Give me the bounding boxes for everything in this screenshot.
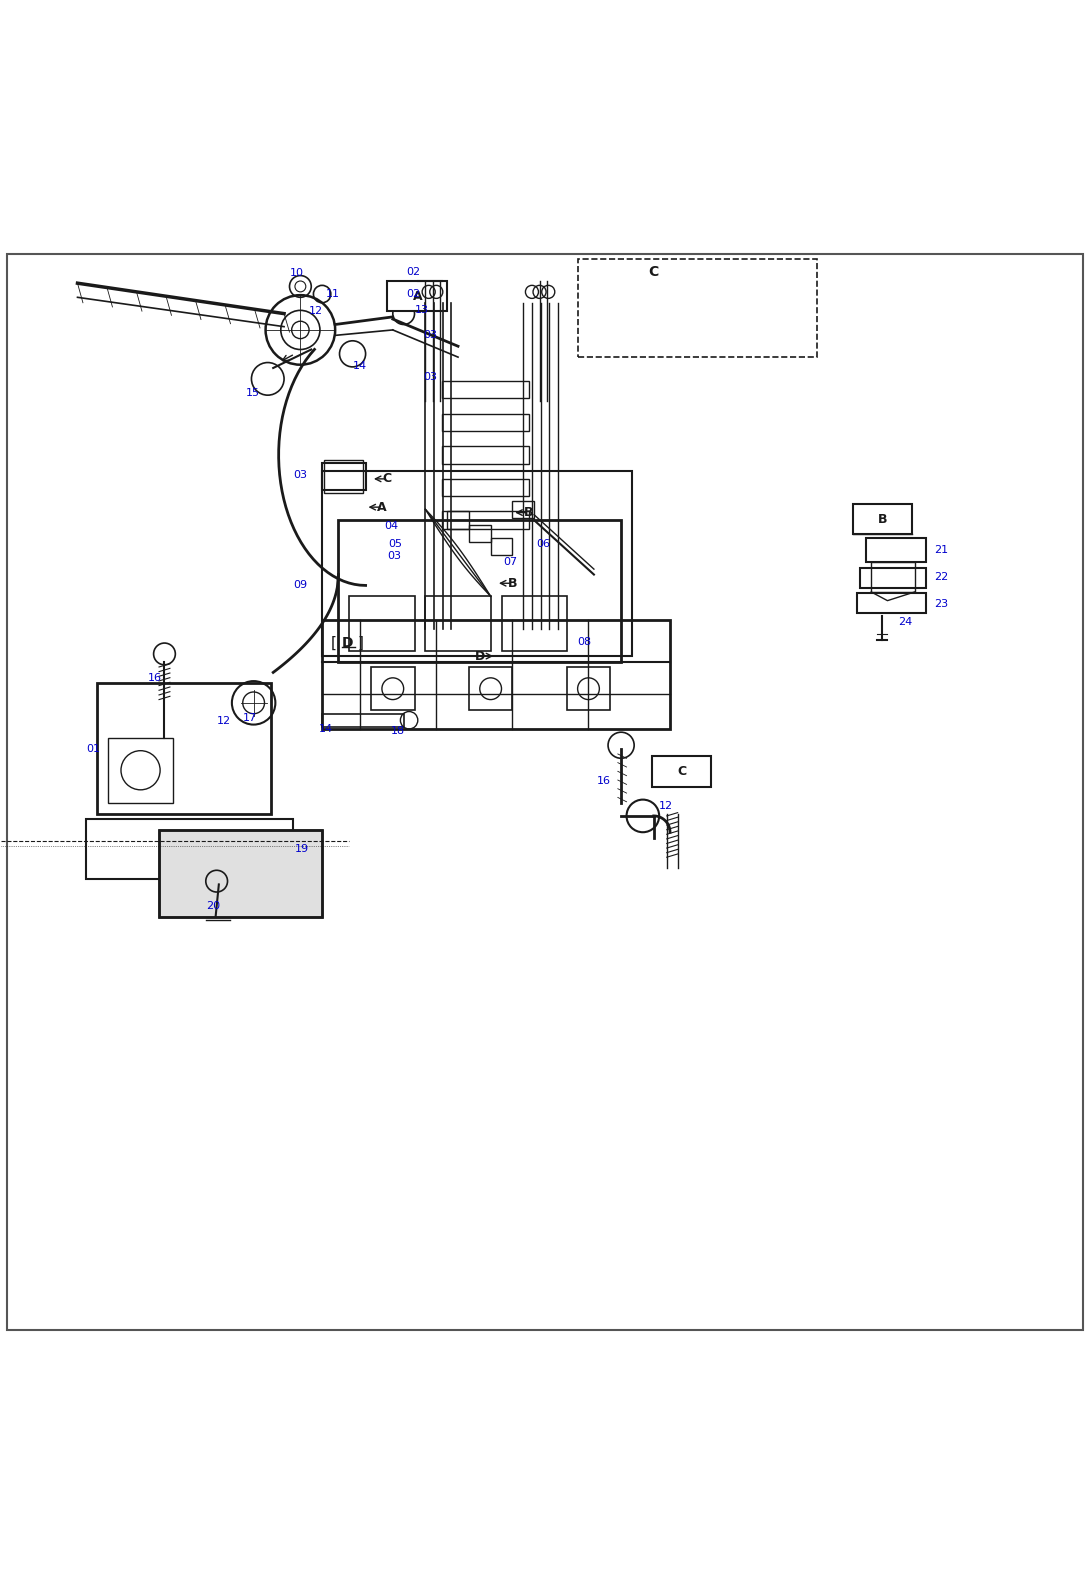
Text: 17: 17 [243,713,257,722]
Text: 08: 08 [578,637,592,646]
Bar [323,714,403,727]
Bar [425,596,490,651]
Text: B: B [524,505,533,520]
Bar [441,413,529,431]
Text: 24: 24 [898,618,912,627]
Text: B: B [508,577,517,589]
Bar [371,667,414,711]
Bar [323,463,365,489]
Text: 03: 03 [293,469,306,480]
Text: 14: 14 [319,724,332,733]
Text: 16: 16 [148,673,162,683]
Bar [97,683,271,814]
Bar [323,472,632,656]
Bar [865,537,925,561]
Bar [852,504,912,534]
Bar [349,596,414,651]
Text: 03: 03 [423,372,437,382]
Bar [512,501,534,518]
Text: 23: 23 [934,599,948,608]
Bar [501,596,567,651]
Bar [871,561,915,592]
Text: 19: 19 [295,844,310,854]
Bar [323,621,670,729]
Bar [159,830,323,917]
Bar [441,512,529,529]
Text: C: C [383,472,392,485]
Bar [441,382,529,399]
Text: 12: 12 [217,716,231,727]
Text: A: A [412,290,422,303]
Bar [447,512,469,529]
Bar [159,830,323,917]
Text: [: [ [331,635,337,651]
Bar [567,667,610,711]
Bar [441,478,529,496]
Text: 14: 14 [352,361,366,371]
Bar [469,667,512,711]
Text: 06: 06 [536,539,550,550]
Text: ]: ] [358,635,363,651]
Text: 09: 09 [293,580,307,591]
Text: 12: 12 [659,802,674,811]
Text: 02: 02 [405,268,420,277]
Text: 18: 18 [390,725,404,737]
Text: 03: 03 [387,551,401,561]
Bar [325,461,363,493]
Text: D: D [474,649,485,662]
Bar [441,447,529,464]
Bar [860,569,925,588]
Text: 03: 03 [423,331,437,341]
Bar [857,592,925,613]
Bar [108,738,173,803]
Bar [86,819,293,879]
Text: 01: 01 [86,743,100,754]
Bar [469,524,490,542]
Text: 15: 15 [246,388,261,398]
Text: 22: 22 [934,572,948,581]
Text: A: A [377,501,387,513]
Bar [652,756,712,787]
Text: 16: 16 [597,776,611,786]
Text: 10: 10 [290,268,303,279]
Text: D: D [341,637,353,649]
Text: 07: 07 [504,556,518,567]
Text: C: C [677,765,686,778]
Text: 04: 04 [384,521,398,531]
Bar [387,280,447,312]
Text: B: B [877,513,887,526]
Text: C: C [649,265,658,279]
Text: 21: 21 [934,545,948,554]
Text: 12: 12 [310,306,324,317]
Text: 13: 13 [414,306,428,315]
Text: 20: 20 [206,901,220,911]
Text: 02: 02 [405,288,420,299]
Bar [490,537,512,554]
Bar [338,520,621,662]
Bar [578,260,816,356]
Text: 11: 11 [326,288,339,299]
Text: 05: 05 [388,539,402,550]
